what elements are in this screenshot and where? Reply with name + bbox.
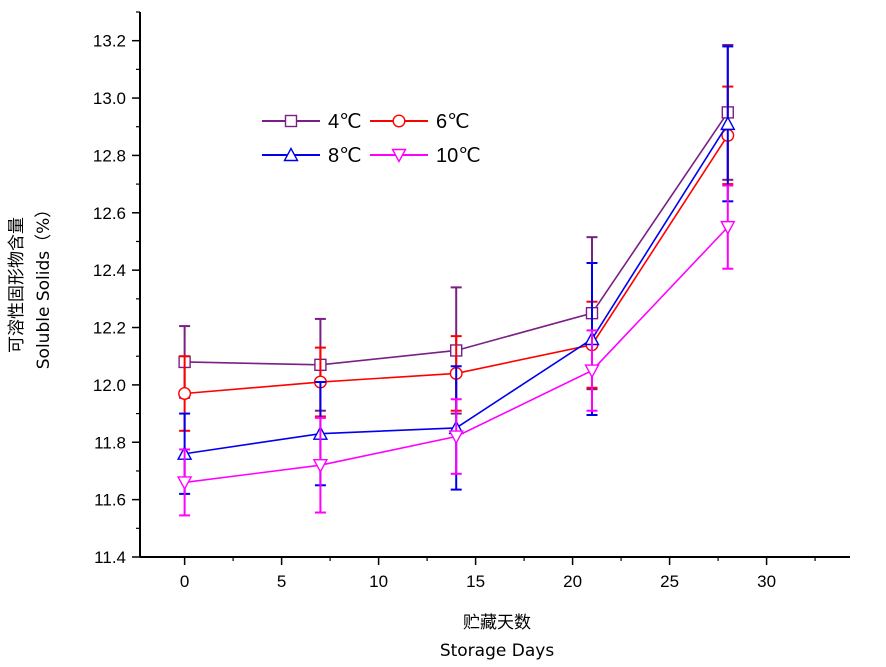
axes: 0 5 10 15 20 25 30 11.4 11.6 11.8 12.0 12.2 12.4 12.6…: [93, 11, 850, 591]
data-point: [312, 459, 329, 474]
y-axis-title-cn: 可溶性固形物含量: [7, 217, 27, 353]
x-tick-label: 10: [369, 572, 388, 591]
x-tick-label: 25: [660, 572, 679, 591]
legend: 4℃ 6℃ 8℃ 10℃: [262, 111, 481, 167]
y-tick-label: 12.0: [93, 376, 126, 395]
series-layer: [176, 43, 736, 517]
x-tick-label: 5: [277, 572, 286, 591]
legend-label: 10℃: [436, 145, 481, 167]
data-point: [176, 476, 193, 491]
data-point: [584, 364, 600, 379]
data-point: [720, 115, 736, 131]
y-tick-label: 11.4: [94, 548, 126, 567]
data-point: [448, 430, 464, 445]
x-tick-label: 20: [563, 572, 582, 591]
y-tick-label: 13.2: [93, 32, 126, 51]
y-tick-label: 12.4: [93, 261, 126, 280]
data-point: [720, 220, 736, 236]
x-tick-label: 30: [757, 572, 776, 591]
x-axis-title: Storage Days: [440, 641, 554, 661]
legend-marker: [391, 148, 407, 163]
legend-item: 10℃: [370, 145, 481, 167]
series-4: [176, 184, 736, 517]
x-tick-label: 0: [180, 572, 189, 591]
y-tick-label: 12.2: [93, 319, 126, 338]
y-tick-label: 11.8: [94, 433, 126, 452]
x-tick-label: 15: [466, 572, 485, 591]
x-axis-title-cn: 贮藏天数: [463, 613, 531, 633]
legend-label: 8℃: [328, 145, 362, 167]
y-tick-label: 12.6: [93, 204, 126, 223]
data-point: [178, 387, 192, 401]
y-tick-label: 13.0: [93, 89, 126, 108]
y-tick-label: 12.8: [93, 146, 126, 165]
y-tick-label: 11.6: [94, 491, 126, 510]
legend-marker: [284, 114, 298, 128]
legend-item: 4℃: [262, 111, 362, 133]
legend-marker: [283, 147, 299, 162]
legend-marker: [392, 114, 406, 128]
legend-item: 6℃: [370, 111, 470, 133]
y-axis-title: Soluble Solids（%）: [34, 201, 54, 370]
legend-label: 4℃: [328, 111, 362, 133]
legend-label: 6℃: [436, 111, 470, 133]
legend-item: 8℃: [262, 145, 362, 167]
